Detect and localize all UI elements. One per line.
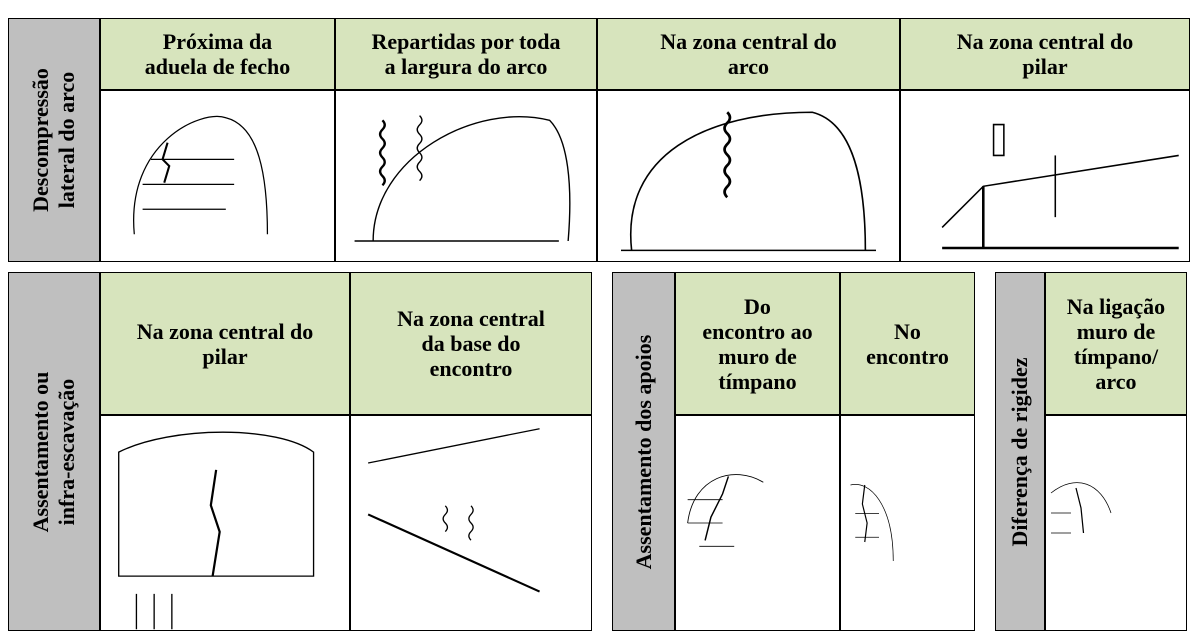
crack-sketch: [941, 123, 1179, 250]
sketch-line: [942, 186, 1179, 250]
crack-sketch-cell: [597, 90, 900, 262]
sketch-line: [367, 513, 541, 593]
sketch-line: [142, 158, 235, 210]
crack-sketch: [1050, 482, 1112, 534]
column-header: Na ligação muro de tímpano/arco: [1045, 272, 1187, 415]
column-header: Na zona central da base do encontro: [350, 272, 592, 415]
crack-sketch: [687, 474, 764, 547]
header-line: encontro: [866, 343, 949, 369]
header-line: muro de: [1076, 318, 1156, 344]
side-label: Descompressão lateral do arco: [28, 68, 80, 212]
header-line: encontro: [429, 356, 513, 381]
side-label-line: Assentamento dos apoios: [630, 334, 656, 569]
sketch-line: [468, 505, 474, 541]
sketch-line: [723, 111, 732, 199]
crack-sketch-cell: [1045, 415, 1187, 631]
side-label-cell: Descompressão lateral do arco: [8, 18, 100, 262]
header-line: tímpano/: [1073, 343, 1159, 369]
crack-sketch-cell: [100, 90, 335, 262]
column-header: Na zona central do arco: [597, 18, 900, 90]
sketch-line: [1051, 512, 1071, 534]
crack-sketch: [354, 115, 571, 242]
header-line: arco: [1095, 368, 1137, 394]
sketch-line: [368, 428, 540, 464]
sketch-line: [629, 111, 867, 251]
header-line: arco: [727, 54, 770, 79]
sketch-line: [1050, 482, 1112, 514]
side-label-cell: Diferença de rigidez: [995, 272, 1045, 631]
crack-sketch-cell: [335, 90, 597, 262]
sketch-line: [687, 499, 735, 547]
sketch-line: [850, 484, 894, 562]
crack-sketch-cell: [840, 415, 975, 631]
crack-sketch: [118, 431, 315, 630]
crack-sketch: [133, 116, 269, 235]
header-line: Repartidas por toda: [371, 29, 561, 54]
header-line: tímpano: [718, 368, 797, 394]
sketch-line: [416, 115, 423, 182]
column-header: Na zona central do pilar: [100, 272, 350, 415]
crack-sketch: [850, 484, 894, 562]
side-label: Diferença de rigidez: [1007, 357, 1033, 546]
header-line: Na zona central do: [956, 29, 1134, 54]
crack-sketch-cell: [675, 415, 840, 631]
header-line: a largura do arco: [384, 54, 548, 79]
sketch-line: [378, 119, 386, 187]
header-line: Na zona central do: [136, 318, 314, 344]
column-header: Próxima da aduela de fecho: [100, 18, 335, 90]
column-header: No encontro: [840, 272, 975, 415]
header-line: encontro ao: [702, 318, 813, 344]
header-line: Próxima da: [162, 29, 273, 54]
header-line: Na ligação: [1066, 293, 1166, 319]
side-label-line: infra-escavação: [54, 378, 79, 525]
header-line: pilar: [202, 343, 248, 369]
sketch-line: [941, 154, 1179, 228]
crack-sketch-cell: [100, 415, 350, 631]
header-line: aduela de fecho: [144, 54, 291, 79]
crack-sketch-cell: [350, 415, 592, 631]
header-line: No: [894, 318, 921, 344]
sketch-line: [372, 116, 571, 242]
side-label-cell: Assentamento dos apoios: [612, 272, 675, 631]
sketch-line: [135, 593, 173, 630]
side-label-line: Assentamento ou: [28, 371, 53, 532]
column-header: Repartidas por toda a largura do arco: [335, 18, 597, 90]
sketch-line: [1075, 487, 1085, 534]
header-line: Na zona central do: [660, 29, 837, 54]
sketch-line: [161, 142, 171, 183]
sketch-line: [133, 116, 269, 235]
header-line: muro de: [718, 343, 797, 369]
sketch-line: [687, 474, 764, 524]
header-line: da base do: [421, 331, 521, 356]
sketch-line: [704, 476, 730, 541]
column-header: Na zona central do pilar: [900, 18, 1190, 90]
column-header: Do encontro ao muro de tímpano: [675, 272, 840, 415]
header-line: pilar: [1022, 54, 1068, 79]
header-line: Na zona central: [397, 306, 545, 331]
side-label-line: Descompressão: [28, 68, 53, 212]
top-strip: [0, 0, 1195, 16]
crack-sketch: [621, 111, 876, 252]
sketch-line: [855, 513, 879, 538]
crack-sketch: [367, 428, 541, 593]
crack-sketch-cell: [900, 90, 1190, 262]
sketch-line: [442, 505, 449, 533]
side-label: Assentamento dos apoios: [631, 334, 657, 569]
side-label-line: Diferença de rigidez: [1007, 357, 1032, 546]
side-label-line: lateral do arco: [54, 71, 79, 209]
sketch-line: [118, 431, 315, 577]
sketch-line: [209, 469, 221, 577]
side-label: Assentamento ou infra-escavação: [28, 371, 80, 532]
sketch-line: [992, 123, 1005, 157]
header-line: Do: [744, 293, 771, 319]
side-label-cell: Assentamento ou infra-escavação: [8, 272, 100, 631]
